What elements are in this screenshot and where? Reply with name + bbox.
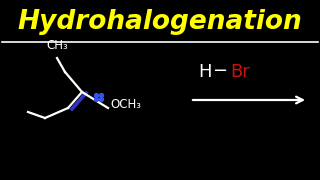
Text: Br: Br <box>230 63 250 81</box>
Text: −: − <box>212 62 228 80</box>
Text: Hydrohalogenation: Hydrohalogenation <box>18 9 302 35</box>
Text: OCH₃: OCH₃ <box>110 98 141 111</box>
Text: H: H <box>198 63 212 81</box>
Text: CH₃: CH₃ <box>46 39 68 52</box>
